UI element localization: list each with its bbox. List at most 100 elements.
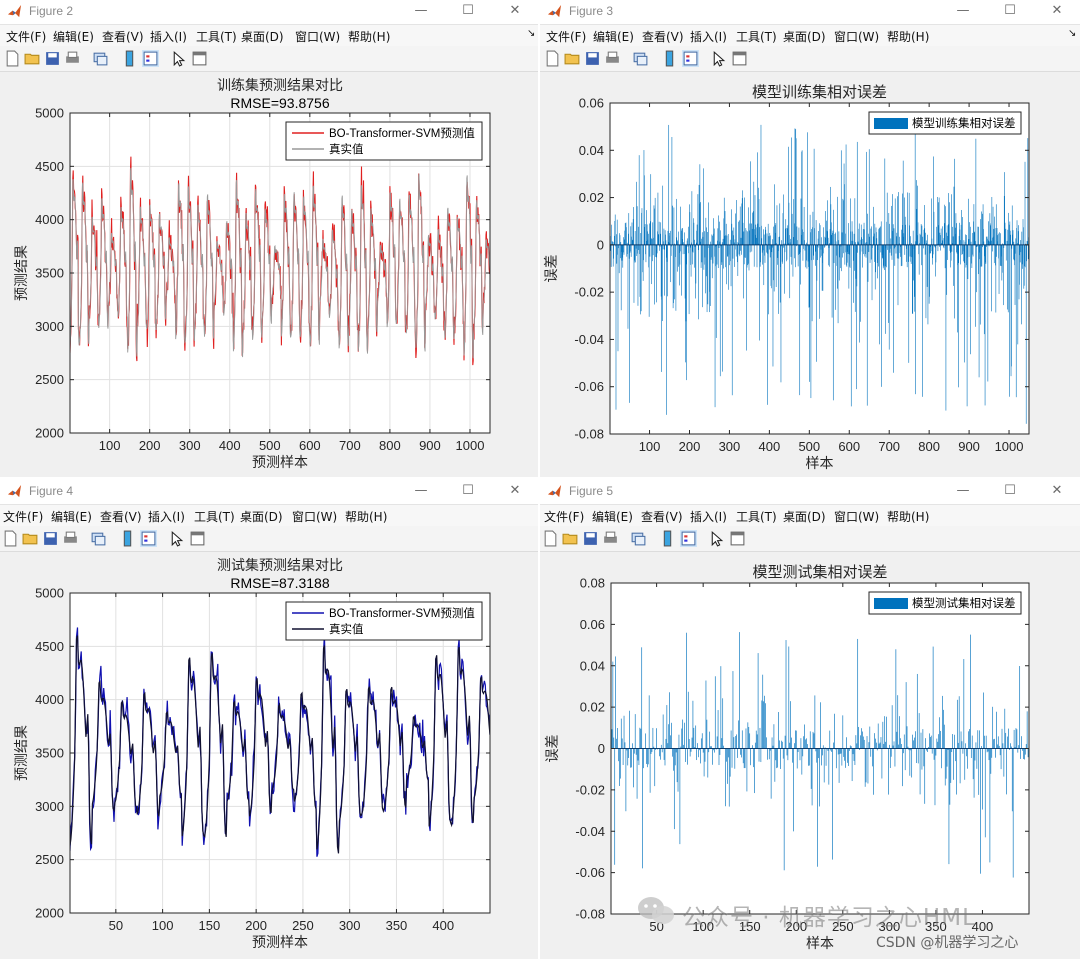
menu-insert[interactable]: 插入(I): [148, 510, 185, 524]
legend-icon[interactable]: [142, 50, 159, 67]
close-button[interactable]: ✕: [1051, 3, 1063, 18]
property-editor-icon[interactable]: [189, 530, 206, 547]
menu-expand-icon[interactable]: ↘: [1068, 28, 1077, 39]
menu-file[interactable]: 文件(F): [3, 510, 44, 524]
save-icon[interactable]: [584, 50, 601, 67]
menu-edit[interactable]: 编辑(E): [592, 510, 633, 524]
menu-window[interactable]: 窗口(W): [834, 30, 880, 44]
print-icon[interactable]: [62, 530, 79, 547]
open-file-icon[interactable]: [24, 50, 41, 67]
colorbar-icon[interactable]: [661, 50, 678, 67]
new-figure-icon[interactable]: [2, 530, 19, 547]
minimize-button[interactable]: —: [414, 483, 428, 498]
select-cursor-icon[interactable]: [168, 530, 185, 547]
error-bar: [677, 244, 678, 272]
maximize-button[interactable]: ☐: [462, 3, 474, 18]
maximize-button[interactable]: ☐: [462, 483, 474, 498]
new-figure-icon[interactable]: [542, 530, 559, 547]
menu-tools[interactable]: 工具(T): [196, 30, 237, 44]
menu-window[interactable]: 窗口(W): [292, 510, 338, 524]
menu-desktop[interactable]: 桌面(D): [783, 510, 826, 524]
error-bar: [726, 748, 727, 762]
menu-view[interactable]: 查看(V): [102, 30, 144, 44]
new-figure-icon[interactable]: [544, 50, 561, 67]
menu-view[interactable]: 查看(V): [641, 510, 683, 524]
colorbar-icon[interactable]: [121, 50, 138, 67]
print-icon[interactable]: [604, 50, 621, 67]
maximize-button[interactable]: ☐: [1004, 3, 1016, 18]
print-icon[interactable]: [64, 50, 81, 67]
select-cursor-icon[interactable]: [708, 530, 725, 547]
legend-icon[interactable]: [680, 530, 697, 547]
menu-window[interactable]: 窗口(W): [834, 510, 880, 524]
close-button[interactable]: ✕: [1051, 483, 1063, 498]
open-file-icon[interactable]: [22, 530, 39, 547]
title-bar[interactable]: Figure 5 — ☐ ✕: [540, 480, 1080, 505]
new-figure-icon[interactable]: [4, 50, 21, 67]
menu-insert[interactable]: 插入(I): [150, 30, 187, 44]
link-plot-icon[interactable]: [632, 50, 649, 67]
property-editor-icon[interactable]: [729, 530, 746, 547]
menu-file[interactable]: 文件(F): [544, 510, 585, 524]
close-button[interactable]: ✕: [509, 483, 521, 498]
colorbar-icon[interactable]: [659, 530, 676, 547]
error-bar: [699, 164, 701, 245]
title-bar[interactable]: Figure 2 — ☐ ✕: [0, 0, 538, 25]
minimize-button[interactable]: —: [956, 3, 970, 18]
menu-help[interactable]: 帮助(H): [348, 30, 391, 44]
error-bar: [811, 244, 813, 322]
menu-edit[interactable]: 编辑(E): [53, 30, 94, 44]
save-icon[interactable]: [582, 530, 599, 547]
error-bar: [735, 736, 737, 749]
menu-view[interactable]: 查看(V): [642, 30, 684, 44]
link-plot-icon[interactable]: [92, 50, 109, 67]
error-bar: [864, 748, 866, 787]
open-file-icon[interactable]: [562, 530, 579, 547]
menu-view[interactable]: 查看(V): [100, 510, 142, 524]
menu-desktop[interactable]: 桌面(D): [241, 30, 284, 44]
error-bar: [635, 748, 637, 755]
legend-icon[interactable]: [140, 530, 157, 547]
legend-icon[interactable]: [682, 50, 699, 67]
link-plot-icon[interactable]: [630, 530, 647, 547]
menu-desktop[interactable]: 桌面(D): [240, 510, 283, 524]
menu-tools[interactable]: 工具(T): [736, 30, 777, 44]
colorbar-icon[interactable]: [119, 530, 136, 547]
menu-tools[interactable]: 工具(T): [194, 510, 235, 524]
open-file-icon[interactable]: [564, 50, 581, 67]
error-bar: [867, 213, 868, 245]
menu-tools[interactable]: 工具(T): [736, 510, 777, 524]
property-editor-icon[interactable]: [191, 50, 208, 67]
menu-file[interactable]: 文件(F): [6, 30, 47, 44]
menu-desktop[interactable]: 桌面(D): [783, 30, 826, 44]
error-bar: [750, 748, 751, 766]
select-cursor-icon[interactable]: [170, 50, 187, 67]
minimize-button[interactable]: —: [956, 483, 970, 498]
error-bar: [656, 244, 658, 258]
error-bar: [998, 244, 999, 259]
menu-edit[interactable]: 编辑(E): [51, 510, 92, 524]
error-bar: [653, 746, 655, 749]
menu-help[interactable]: 帮助(H): [887, 30, 930, 44]
menu-help[interactable]: 帮助(H): [887, 510, 930, 524]
title-bar[interactable]: Figure 3 — ☐ ✕: [540, 0, 1080, 25]
print-icon[interactable]: [602, 530, 619, 547]
menu-file[interactable]: 文件(F): [546, 30, 587, 44]
link-plot-icon[interactable]: [90, 530, 107, 547]
maximize-button[interactable]: ☐: [1004, 483, 1016, 498]
save-icon[interactable]: [42, 530, 59, 547]
title-bar[interactable]: Figure 4 — ☐ ✕: [0, 480, 538, 505]
menu-window[interactable]: 窗口(W): [295, 30, 341, 44]
minimize-button[interactable]: —: [414, 3, 428, 18]
save-icon[interactable]: [44, 50, 61, 67]
select-cursor-icon[interactable]: [710, 50, 727, 67]
close-button[interactable]: ✕: [509, 3, 521, 18]
property-editor-icon[interactable]: [731, 50, 748, 67]
error-bar: [629, 244, 630, 403]
menu-insert[interactable]: 插入(I): [690, 510, 727, 524]
menu-expand-icon[interactable]: ↘: [527, 28, 536, 39]
menu-insert[interactable]: 插入(I): [690, 30, 727, 44]
y-tick-label: 5000: [35, 106, 64, 121]
menu-edit[interactable]: 编辑(E): [593, 30, 634, 44]
menu-help[interactable]: 帮助(H): [345, 510, 388, 524]
